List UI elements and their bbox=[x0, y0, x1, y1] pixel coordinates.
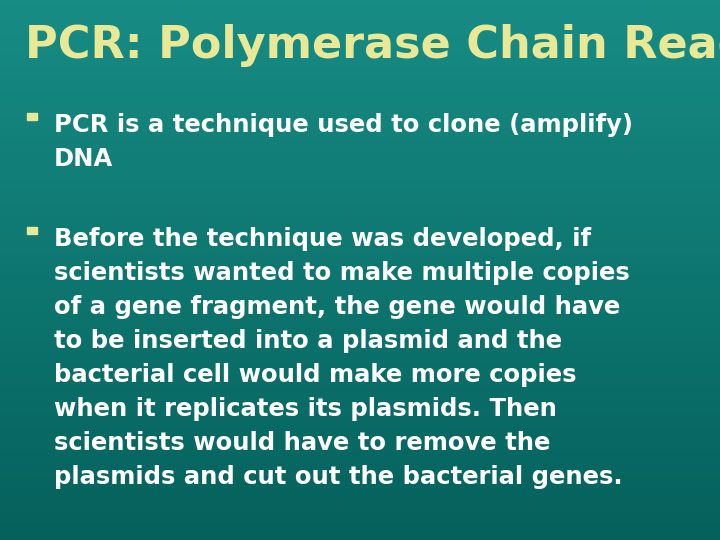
Text: DNA: DNA bbox=[54, 147, 113, 171]
Text: Before the technique was developed, if: Before the technique was developed, if bbox=[54, 227, 591, 251]
Text: scientists would have to remove the: scientists would have to remove the bbox=[54, 431, 550, 455]
Text: when it replicates its plasmids. Then: when it replicates its plasmids. Then bbox=[54, 397, 557, 421]
Text: bacterial cell would make more copies: bacterial cell would make more copies bbox=[54, 363, 577, 387]
Text: plasmids and cut out the bacterial genes.: plasmids and cut out the bacterial genes… bbox=[54, 465, 623, 489]
Bar bbox=[27, 227, 37, 234]
Text: scientists wanted to make multiple copies: scientists wanted to make multiple copie… bbox=[54, 261, 630, 285]
Text: of a gene fragment, the gene would have: of a gene fragment, the gene would have bbox=[54, 295, 620, 319]
Text: PCR: Polymerase Chain Reaction: PCR: Polymerase Chain Reaction bbox=[25, 24, 720, 68]
Bar bbox=[27, 113, 37, 120]
Text: to be inserted into a plasmid and the: to be inserted into a plasmid and the bbox=[54, 329, 562, 353]
Text: PCR is a technique used to clone (amplify): PCR is a technique used to clone (amplif… bbox=[54, 113, 633, 137]
